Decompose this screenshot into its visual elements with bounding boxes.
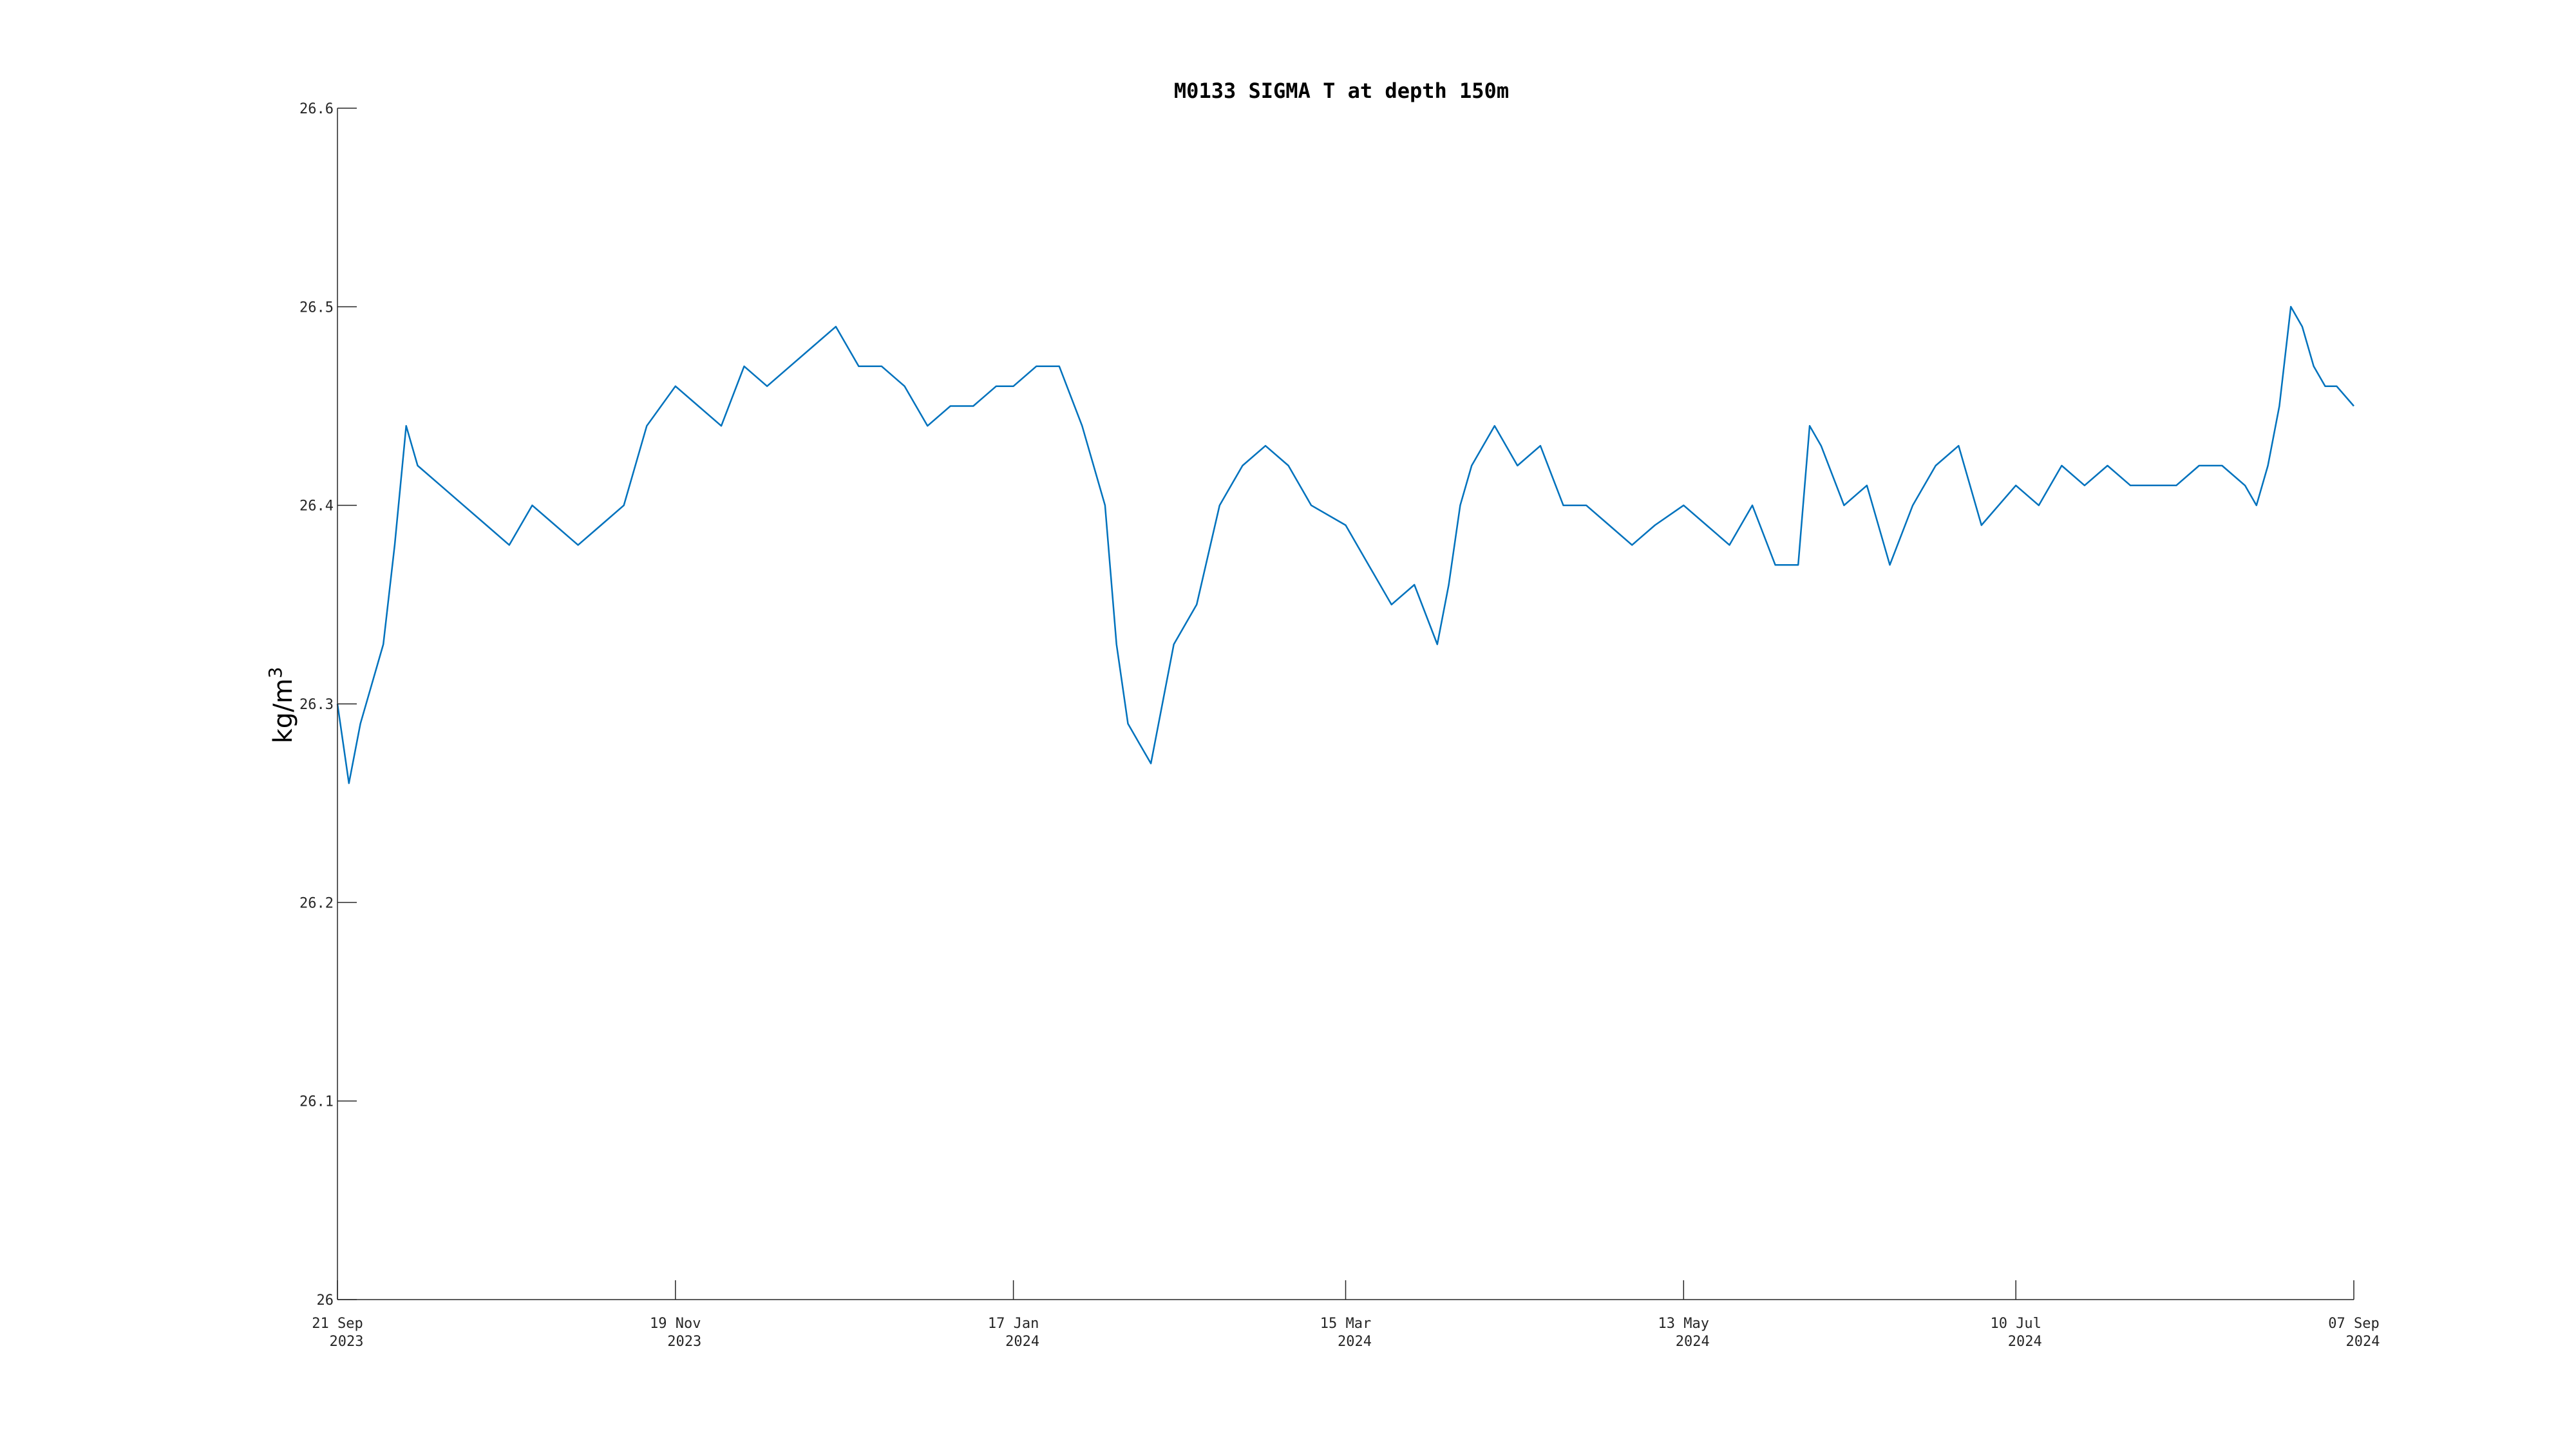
y-tick-label: 26.3 [299,697,334,713]
y-tick-label: 26.2 [299,895,334,911]
x-tick-label: 21 Sep [312,1316,363,1332]
x-tick-year-label: 2024 [1676,1334,1710,1350]
y-tick-label: 26.6 [299,101,334,117]
y-tick-label: 26.4 [299,498,334,515]
sigma-t-series [336,306,2354,784]
x-tick-year-label: 2024 [2008,1334,2042,1350]
x-tick-year-label: 2023 [667,1334,701,1350]
sigma-t-line [336,306,2354,784]
x-tick-year-label: 2024 [1338,1334,1372,1350]
y-tick-label: 26.1 [299,1094,334,1110]
x-tick-year-label: 2024 [2346,1334,2380,1350]
x-tick-label: 10 Jul [1990,1316,2041,1332]
y-axis-label: kg/m3 [265,667,298,744]
y-axis-label-superscript: 3 [265,667,286,679]
x-tick-label: 15 Mar [1320,1316,1371,1332]
x-tick-year-label: 2023 [330,1334,364,1350]
x-tick-year-label: 2024 [1005,1334,1039,1350]
x-tick-label: 13 May [1658,1316,1709,1332]
y-tick-label: 26.5 [299,299,334,316]
x-tick-label: 19 Nov [650,1316,701,1332]
axes [337,108,2354,1300]
x-tick-label: 07 Sep [2328,1316,2379,1332]
ticks: 26 26.1 26.2 26.3 26.4 26.5 26.6 21 Sep 2023 19 N… [299,101,2380,1350]
chart-title: M0133 SIGMA T at depth 150m [1174,79,1509,103]
y-tick-label: 26 [317,1293,334,1309]
x-tick-label: 17 Jan [988,1316,1039,1332]
y-axis-label-base: kg/m [269,678,298,743]
